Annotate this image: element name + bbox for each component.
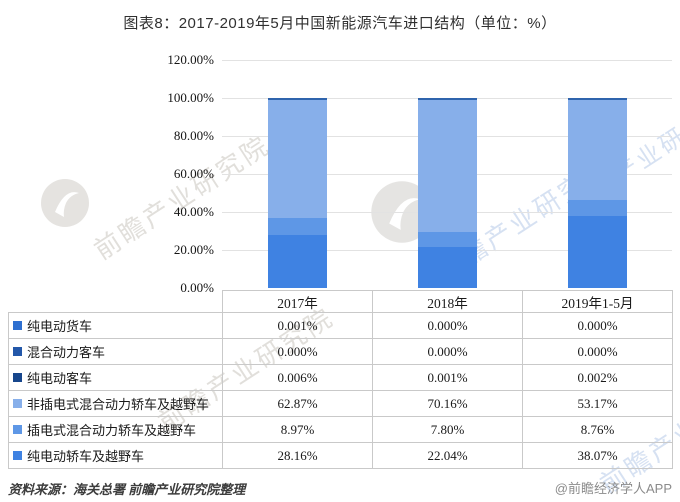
table-row: 纯电动客车 0.006% 0.001% 0.002% bbox=[8, 364, 673, 391]
value-cell: 62.87% bbox=[222, 390, 373, 417]
bar-segment bbox=[567, 100, 627, 200]
value-cell: 0.001% bbox=[372, 364, 523, 391]
series-label: 混合动力客车 bbox=[27, 345, 106, 360]
series-swatch-icon bbox=[13, 347, 22, 356]
y-axis-tick-label: 0.00% bbox=[180, 280, 214, 295]
bar-segment bbox=[567, 216, 627, 288]
series-label: 纯电动轿车及越野车 bbox=[27, 449, 145, 464]
table-row: 混合动力客车 0.000% 0.000% 0.000% bbox=[8, 338, 673, 365]
bar-segment bbox=[417, 246, 477, 288]
series-label: 非插电式混合动力轿车及越野车 bbox=[27, 397, 210, 412]
data-table: 2017年 2018年 2019年1-5月 纯电动货车 0.001% 0.000% 0.00… bbox=[8, 290, 673, 469]
value-cell: 0.000% bbox=[522, 338, 673, 365]
series-label: 插电式混合动力轿车及越野车 bbox=[27, 423, 197, 438]
value-cell: 8.76% bbox=[522, 416, 673, 443]
bar-segment bbox=[567, 199, 627, 217]
series-label-cell: 非插电式混合动力轿车及越野车 bbox=[8, 390, 223, 417]
value-cell: 0.001% bbox=[222, 312, 373, 339]
series-swatch-icon bbox=[13, 451, 22, 460]
bar-segment bbox=[267, 218, 327, 236]
series-swatch-icon bbox=[13, 373, 22, 382]
bar-column bbox=[567, 98, 627, 288]
value-cell: 0.000% bbox=[372, 312, 523, 339]
y-axis-tick-label: 100.00% bbox=[167, 90, 214, 105]
bar-segment bbox=[267, 235, 327, 288]
bar-column bbox=[267, 98, 327, 288]
table-header-cell: 2017年 bbox=[222, 290, 373, 313]
y-axis-tick-label: 120.00% bbox=[167, 52, 214, 67]
bar-segment bbox=[417, 100, 477, 232]
value-cell: 28.16% bbox=[222, 442, 373, 469]
bar-column bbox=[417, 98, 477, 288]
series-label-cell: 纯电动客车 bbox=[8, 364, 223, 391]
value-cell: 7.80% bbox=[372, 416, 523, 443]
chart-title: 图表8：2017-2019年5月中国新能源汽车进口结构（单位：%） bbox=[123, 15, 557, 32]
table-row: 纯电动轿车及越野车 28.16% 22.04% 38.07% bbox=[8, 442, 673, 469]
gridline bbox=[222, 60, 672, 61]
value-cell: 0.002% bbox=[522, 364, 673, 391]
y-axis-tick-label: 60.00% bbox=[173, 166, 214, 181]
table-row: 纯电动货车 0.001% 0.000% 0.000% bbox=[8, 312, 673, 339]
series-label-cell: 插电式混合动力轿车及越野车 bbox=[8, 416, 223, 443]
series-swatch-icon bbox=[13, 321, 22, 330]
table-row: 非插电式混合动力轿车及越野车 62.87% 70.16% 53.17% bbox=[8, 390, 673, 417]
series-swatch-icon bbox=[13, 425, 22, 434]
brand-tag: @前瞻经济学人APP bbox=[554, 481, 672, 496]
series-label-cell: 纯电动货车 bbox=[8, 312, 223, 339]
value-cell: 53.17% bbox=[522, 390, 673, 417]
value-cell: 0.006% bbox=[222, 364, 373, 391]
table-header-cell: 2019年1-5月 bbox=[522, 290, 673, 313]
bar-segment bbox=[417, 231, 477, 247]
series-label: 纯电动货车 bbox=[27, 319, 93, 334]
watermark-logo-icon bbox=[41, 179, 89, 227]
series-label: 纯电动客车 bbox=[27, 371, 93, 386]
series-label-cell: 纯电动轿车及越野车 bbox=[8, 442, 223, 469]
value-cell: 70.16% bbox=[372, 390, 523, 417]
bar-segment bbox=[267, 100, 327, 219]
value-cell: 0.000% bbox=[222, 338, 373, 365]
table-row: 插电式混合动力轿车及越野车 8.97% 7.80% 8.76% bbox=[8, 416, 673, 443]
series-label-cell: 混合动力客车 bbox=[8, 338, 223, 365]
value-cell: 22.04% bbox=[372, 442, 523, 469]
y-axis-tick-label: 40.00% bbox=[173, 204, 214, 219]
value-cell: 8.97% bbox=[222, 416, 373, 443]
value-cell: 38.07% bbox=[522, 442, 673, 469]
source-note: 资料来源：海关总署 前瞻产业研究院整理 bbox=[8, 482, 246, 497]
table-header-cell: 2018年 bbox=[372, 290, 523, 313]
y-axis-tick-label: 80.00% bbox=[173, 128, 214, 143]
value-cell: 0.000% bbox=[522, 312, 673, 339]
table-corner-blank bbox=[9, 291, 223, 313]
series-swatch-icon bbox=[13, 399, 22, 408]
y-axis-tick-label: 20.00% bbox=[173, 242, 214, 257]
value-cell: 0.000% bbox=[372, 338, 523, 365]
